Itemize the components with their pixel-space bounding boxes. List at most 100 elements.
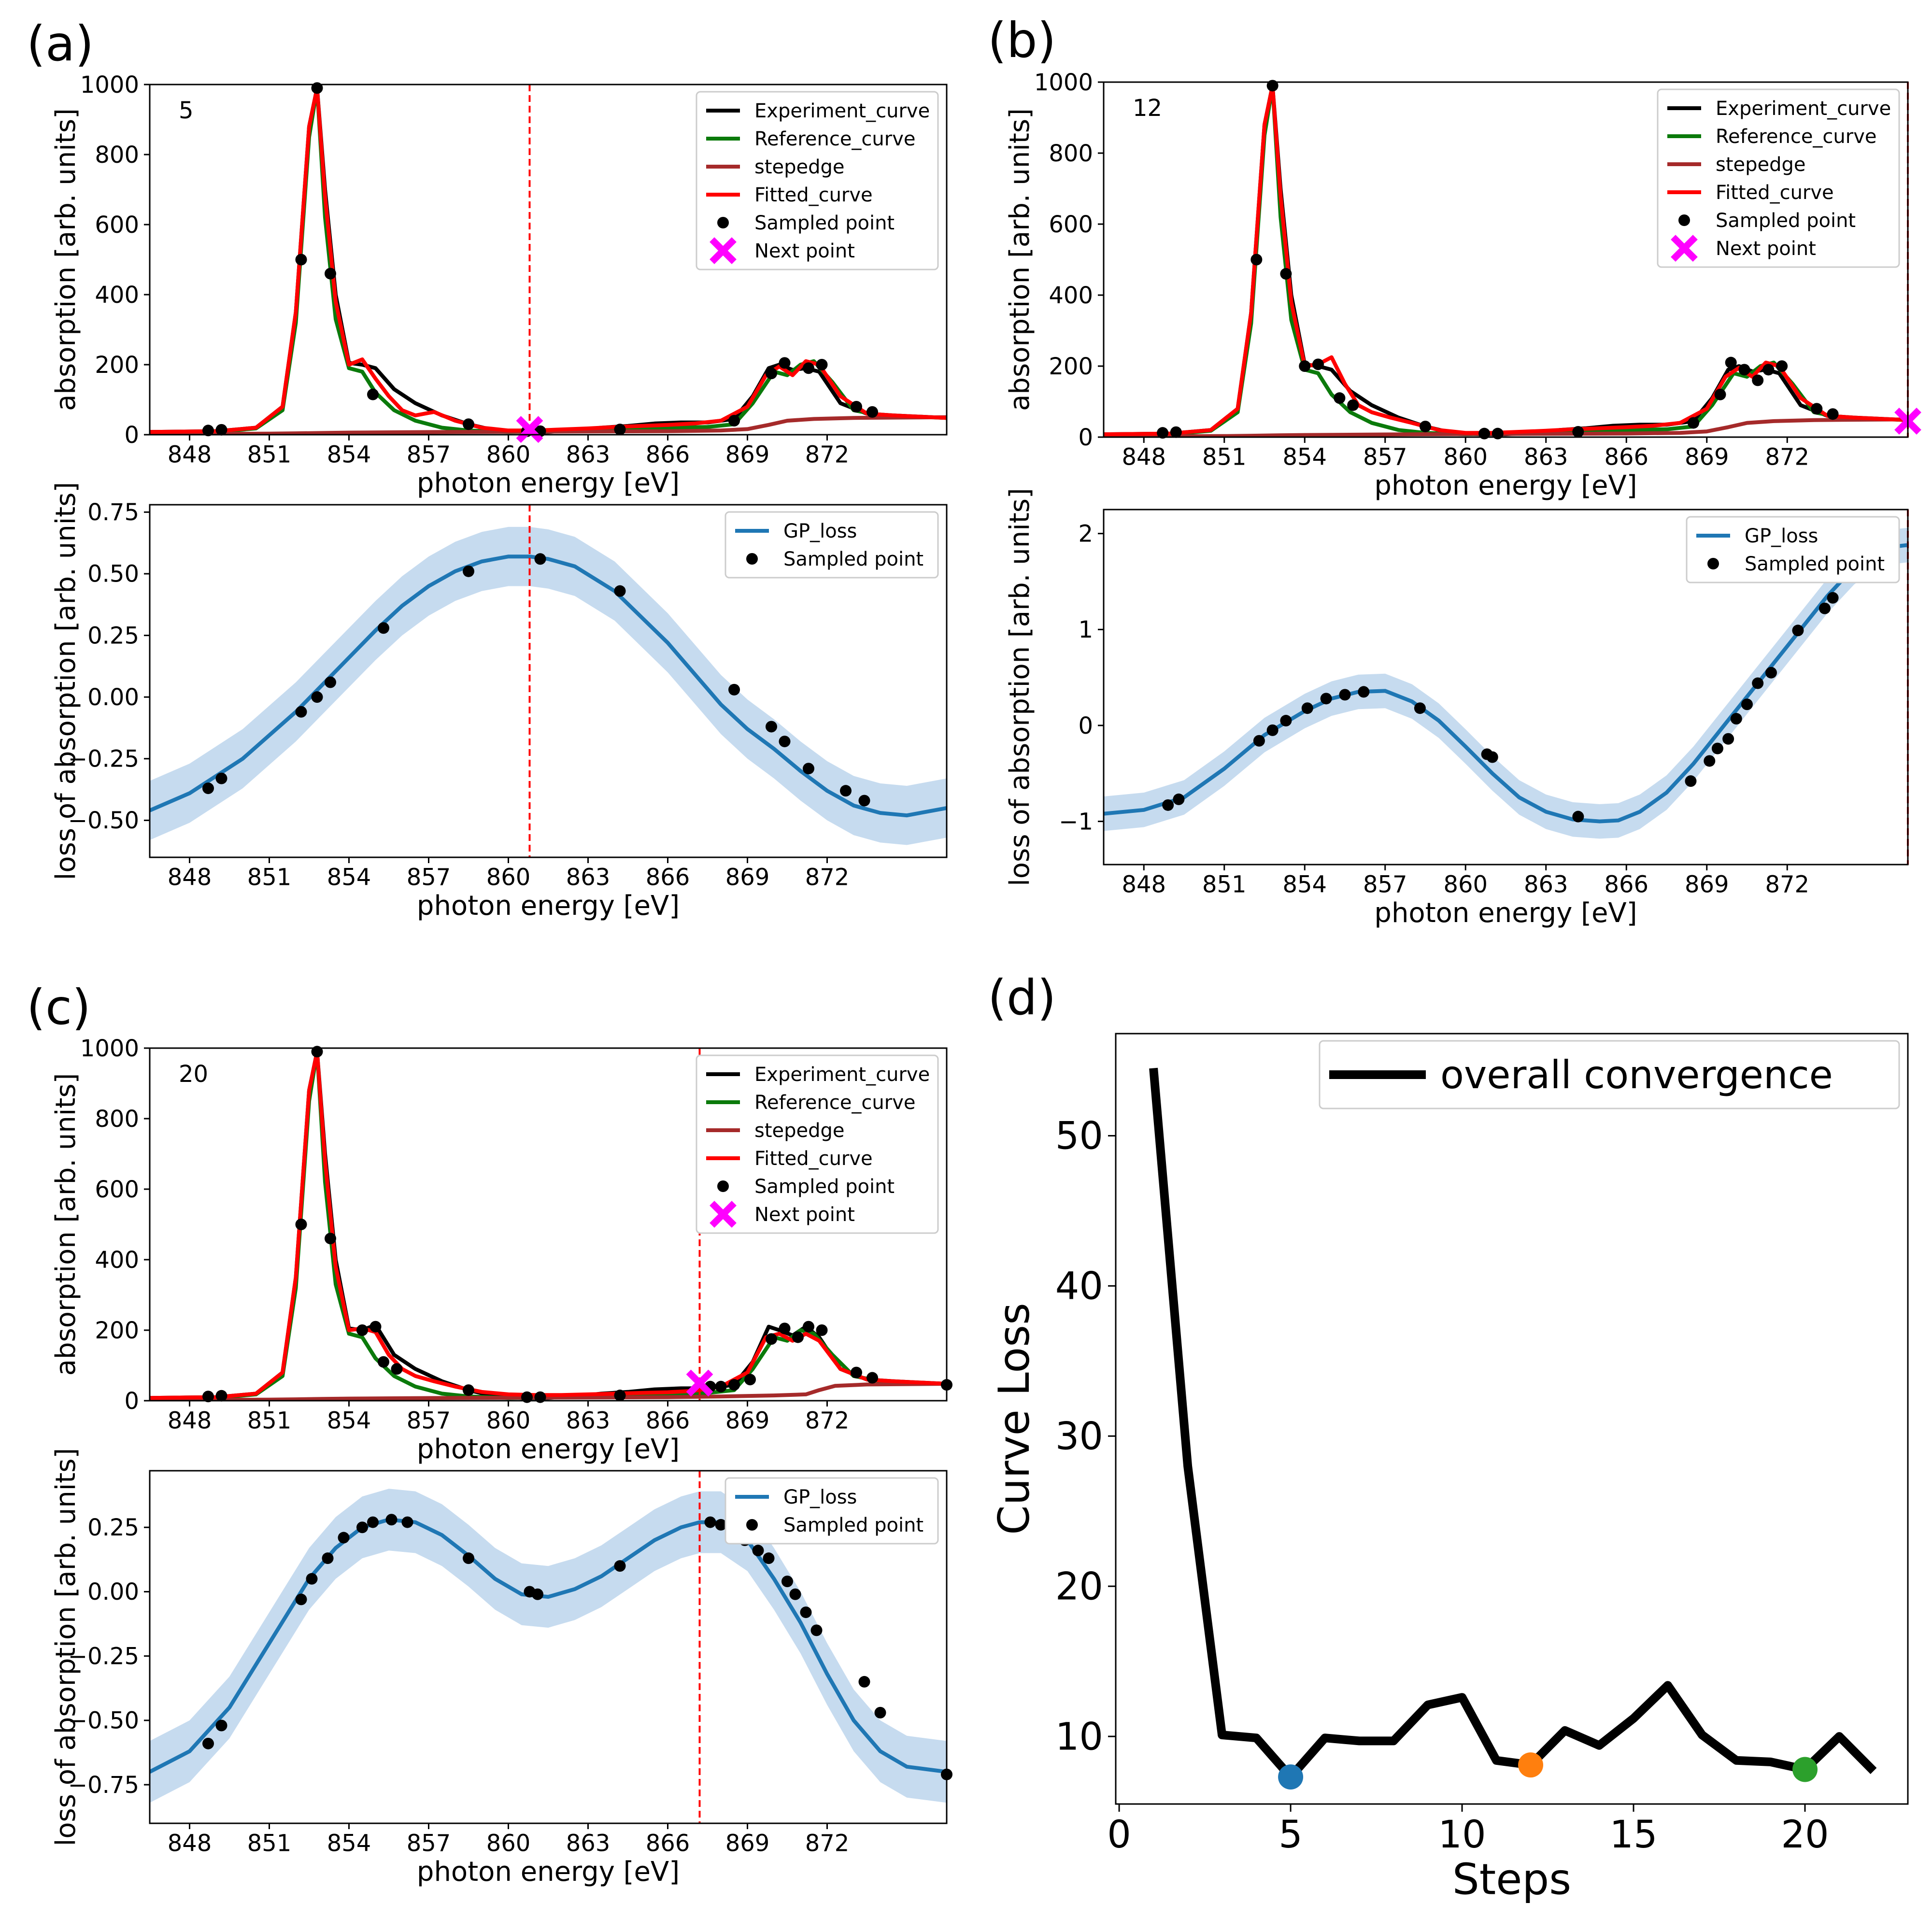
x-tick-label: 854	[327, 1407, 371, 1435]
sampled-point	[816, 1324, 828, 1336]
x-tick-label: 860	[486, 441, 531, 469]
y-tick-label: 0.00	[87, 684, 139, 711]
x-tick-label: 854	[327, 441, 371, 469]
sampled-point	[715, 1519, 727, 1531]
y-tick-label: 200	[1049, 353, 1093, 380]
x-tick-label: 20	[1781, 1813, 1829, 1857]
y-tick-label: 0.00	[87, 1578, 139, 1605]
sampled-point	[295, 1219, 307, 1230]
legend-handle-next-point	[710, 1201, 737, 1228]
x-axis-label: photon energy [eV]	[417, 1434, 680, 1465]
x-tick-label: 872	[805, 441, 850, 469]
chart-b-top: 848 851 854 857 860 863 866 869 872 0 200 400 600 800…	[1004, 69, 1921, 501]
series-stepedge	[150, 415, 947, 435]
legend-label: stepedge	[754, 1120, 845, 1142]
y-tick-label: 600	[1049, 211, 1093, 238]
y-tick-label: 0.25	[87, 622, 139, 649]
sampled-point	[1572, 810, 1584, 823]
sampled-point	[800, 1606, 812, 1619]
y-axis-label: Curve Loss	[989, 1303, 1039, 1535]
x-axis-label: Steps	[1452, 1854, 1571, 1904]
y-tick-label: 50	[1055, 1115, 1103, 1158]
sampled-point	[867, 1372, 878, 1384]
sampled-point	[867, 406, 878, 418]
y-tick-label: 200	[95, 352, 139, 379]
sampled-point	[816, 359, 828, 370]
sampled-point	[728, 415, 740, 426]
sampled-point	[1280, 715, 1292, 727]
x-tick-label: 848	[168, 1830, 212, 1857]
legend-label: GP_loss	[783, 520, 857, 542]
chart-c-bottom: 848 851 854 857 860 863 866 869 872 −0.75 −0.50 −0.…	[50, 1448, 952, 1888]
x-tick-label: 854	[327, 864, 371, 891]
x-tick-label: 857	[1363, 871, 1407, 898]
x-axis-label: photon energy [eV]	[1374, 470, 1637, 501]
x-tick-label: 857	[1363, 444, 1407, 471]
sampled-point	[369, 1321, 382, 1333]
sampled-point	[858, 1676, 870, 1688]
x-tick-label: 863	[1524, 871, 1568, 898]
sampled-point	[202, 782, 214, 795]
y-tick-label: 600	[95, 1176, 139, 1203]
y-tick-label: 800	[95, 1106, 139, 1133]
sampled-point	[1170, 426, 1182, 438]
gp-confidence-band	[150, 526, 947, 845]
legend-label: Next point	[754, 240, 855, 262]
legend-label: overall convergence	[1440, 1052, 1833, 1097]
plot-area	[1149, 1067, 1877, 1781]
sampled-point	[851, 1366, 862, 1378]
y-axis-label: absorption [arb. units]	[1004, 108, 1036, 411]
y-tick-label: 400	[95, 1247, 139, 1274]
x-tick-label: 869	[725, 441, 770, 469]
legend-label: Reference_curve	[754, 1092, 916, 1114]
x-tick-label: 854	[327, 1830, 371, 1857]
legend-label: Next point	[1716, 238, 1816, 260]
sampled-point	[1730, 713, 1742, 725]
legend-label: Fitted_curve	[1716, 182, 1834, 204]
axes-frame	[149, 1470, 948, 1824]
sampled-point	[1173, 793, 1185, 805]
y-tick-label: 0	[124, 422, 139, 449]
sampled-point	[803, 362, 814, 374]
x-tick-label: 863	[566, 1830, 611, 1857]
x-axis-label: photon energy [eV]	[417, 1856, 680, 1888]
chart-d: 0 5 10 15 20 10 20 30 40 50 Steps Curve Loss overall…	[989, 1033, 1909, 1904]
sampled-point	[378, 622, 389, 634]
x-tick-label: 851	[1202, 444, 1247, 471]
sampled-point	[1486, 751, 1498, 763]
y-tick-label: 0	[1078, 712, 1093, 739]
sampled-point	[1741, 698, 1753, 710]
x-tick-label: 860	[1443, 871, 1488, 898]
x-tick-label: 848	[168, 1407, 212, 1435]
sampled-point	[463, 1552, 474, 1564]
sampled-point	[385, 1514, 398, 1526]
sampled-point	[1334, 392, 1346, 404]
x-tick-label: 857	[407, 1830, 451, 1857]
legend-label: Sampled point	[754, 1176, 895, 1198]
sampled-point	[463, 418, 474, 430]
sampled-point	[614, 1390, 626, 1402]
sampled-point	[295, 254, 307, 266]
sampled-point	[1312, 358, 1324, 370]
sampled-point	[1266, 724, 1279, 736]
legend-box	[724, 511, 939, 579]
legend-handle-next-point	[1671, 235, 1698, 262]
sampled-point	[367, 388, 379, 400]
series-overall-convergence	[1149, 1067, 1877, 1781]
sampled-point	[763, 1552, 775, 1564]
sampled-point	[744, 1374, 756, 1386]
sampled-point	[367, 1516, 379, 1528]
sampled-point	[840, 785, 852, 797]
step-annotation: 20	[179, 1061, 208, 1088]
x-tick-label: 872	[1765, 444, 1809, 471]
x-tick-label: 872	[805, 864, 850, 891]
x-tick-label: 851	[247, 864, 292, 891]
legend-box	[1686, 516, 1900, 583]
sampled-point	[1711, 742, 1723, 754]
y-tick-label: 0.50	[87, 561, 139, 588]
sampled-point	[1572, 426, 1584, 438]
sampled-point	[1420, 420, 1431, 432]
sampled-point	[792, 1331, 804, 1343]
x-tick-label: 869	[725, 1830, 770, 1857]
legend-box	[1657, 88, 1900, 268]
